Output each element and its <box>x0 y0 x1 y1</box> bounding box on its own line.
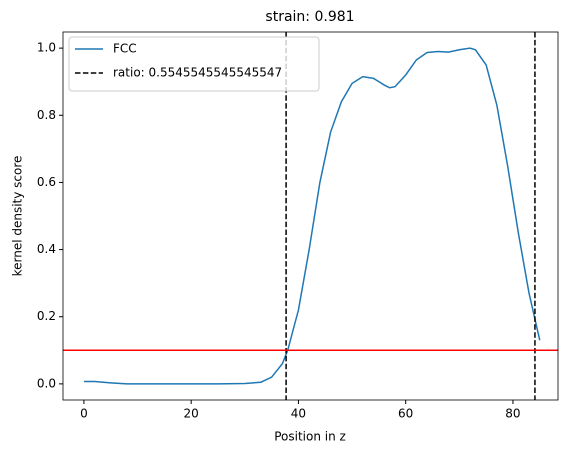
x-tick-label: 20 <box>184 407 199 421</box>
x-tick-label: 0 <box>80 407 88 421</box>
y-tick-label: 0.8 <box>37 108 56 122</box>
x-tick-label: 80 <box>505 407 520 421</box>
y-tick-label: 0.0 <box>37 376 56 390</box>
chart-title: strain: 0.981 <box>265 9 354 25</box>
y-tick-label: 0.4 <box>37 242 56 256</box>
y-tick-label: 0.2 <box>37 309 56 323</box>
legend-label: ratio: 0.5545545545545547 <box>113 66 282 80</box>
y-tick-label: 1.0 <box>37 41 56 55</box>
x-tick-label: 60 <box>398 407 413 421</box>
data-line <box>83 47 541 385</box>
legend-box <box>68 36 320 92</box>
x-tick-label: 40 <box>291 407 306 421</box>
y-tick-label: 0.6 <box>37 175 56 189</box>
legend-label: FCC <box>113 42 137 56</box>
x-axis-label: Position in z <box>274 430 346 444</box>
axes-frame <box>62 31 559 401</box>
y-axis-label: kernel density score <box>11 156 25 277</box>
